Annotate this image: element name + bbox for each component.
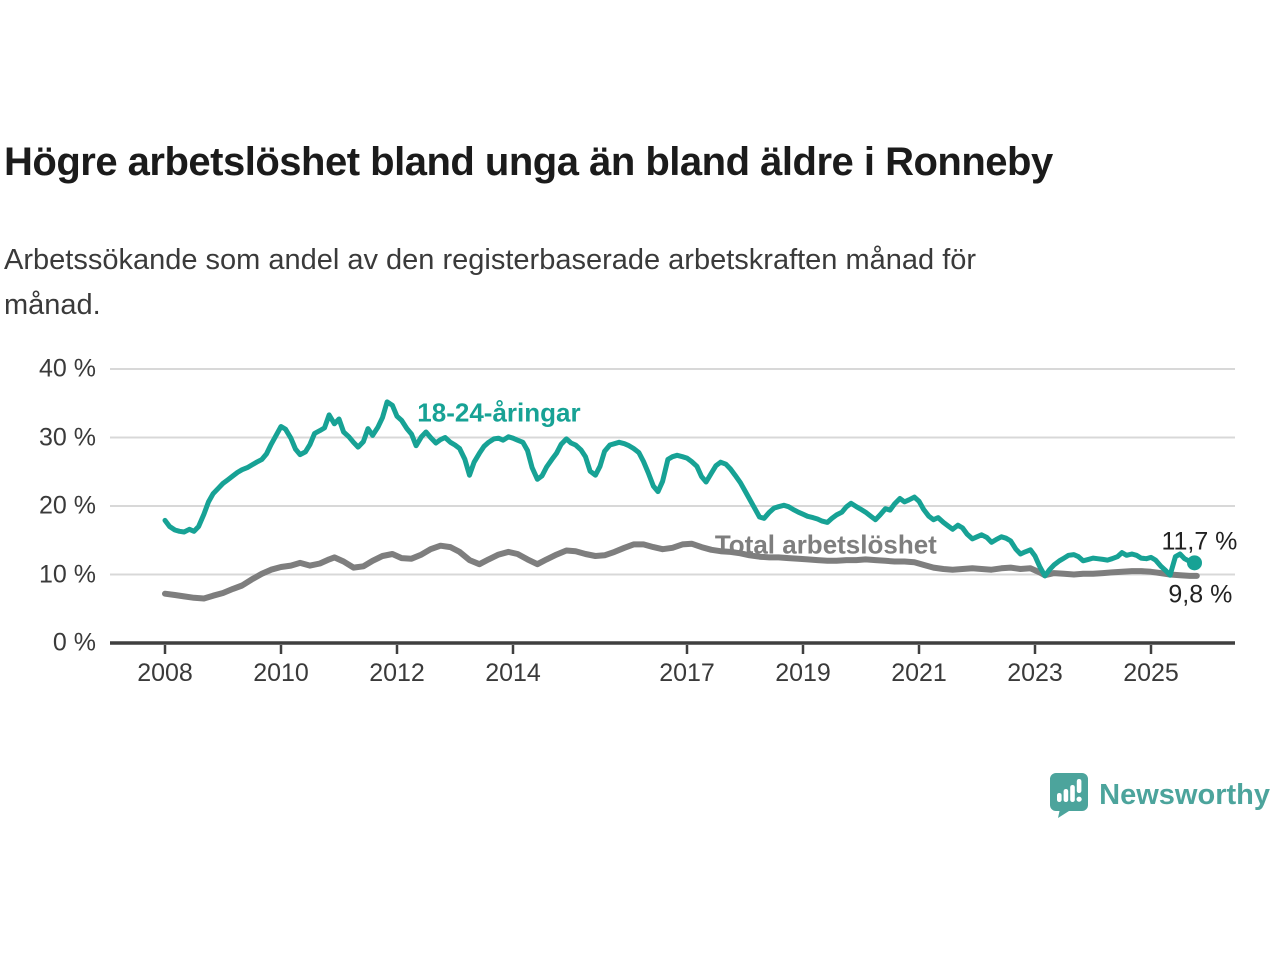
x-tick-label: 2017 <box>659 659 715 687</box>
y-tick-label: 30 % <box>39 423 96 451</box>
chart-subtitle-line-2: månad. <box>4 289 101 321</box>
x-tick-label: 2010 <box>253 659 309 687</box>
x-tick-label: 2023 <box>1007 659 1063 687</box>
chart-title: Högre arbetslöshet bland unga än bland ä… <box>4 140 1053 184</box>
series-line-youth <box>162 399 1197 579</box>
series-end-dot <box>1187 555 1202 571</box>
y-tick-label: 20 % <box>39 491 96 520</box>
end-value-youth: 11,7 % <box>1161 527 1238 556</box>
series-label-youth: 18-24-åringar <box>417 397 581 428</box>
x-tick-label: 2025 <box>1123 659 1179 687</box>
chart-subtitle-line-1: Arbetssökande som andel av den registerb… <box>4 244 977 276</box>
x-tick-label: 2014 <box>485 659 541 687</box>
newsworthy-logo-text: Newsworthy <box>1099 779 1270 811</box>
x-tick-label: 2021 <box>891 659 947 687</box>
y-tick-label: 40 % <box>39 354 96 383</box>
newsworthy-logo: Newsworthy <box>1049 772 1270 819</box>
x-tick-label: 2008 <box>137 659 193 687</box>
x-tick-label: 2019 <box>775 659 831 687</box>
y-tick-label: 10 % <box>39 560 96 588</box>
x-tick-label: 2012 <box>369 659 425 687</box>
end-value-total: 9,8 % <box>1168 580 1233 609</box>
newsworthy-speech-bubble-chart-icon <box>1050 773 1089 818</box>
series-label-total: Total arbetslöshet <box>714 529 937 560</box>
y-tick-label: 0 % <box>52 628 96 657</box>
speech-bubble-shape <box>1050 773 1089 818</box>
bar-chart-glyph <box>1057 779 1082 802</box>
chart-subtitle: Arbetssökande som andel av den registerb… <box>4 238 1224 328</box>
series-line-total <box>162 540 1200 602</box>
